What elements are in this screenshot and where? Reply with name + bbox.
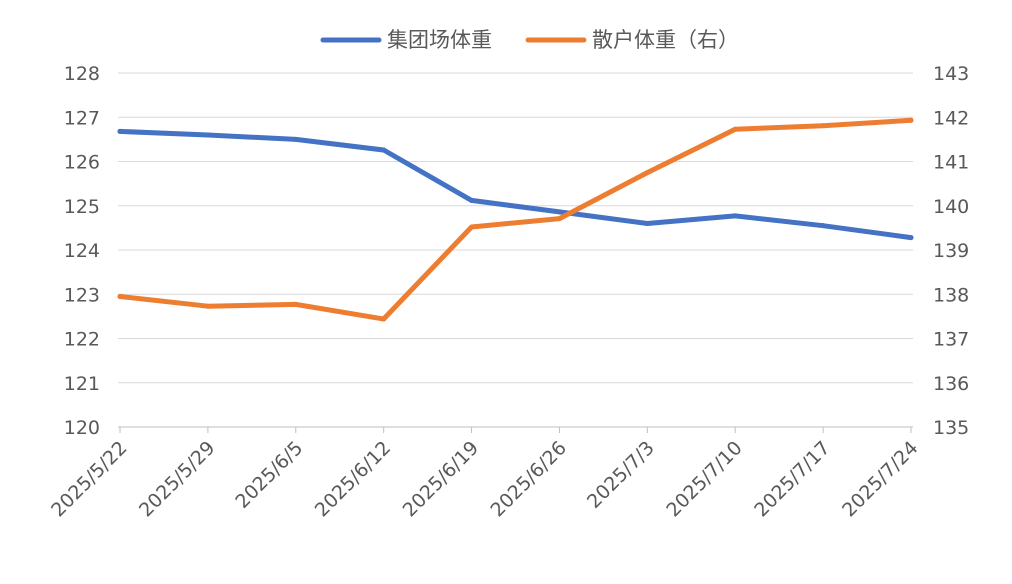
left-y-tick-label: 123 — [64, 284, 100, 306]
left-y-tick-label: 128 — [64, 63, 100, 85]
x-tick-label: 2025/6/19 — [399, 437, 483, 521]
series-2-point — [205, 303, 211, 309]
x-tick-label: 2025/6/5 — [231, 437, 307, 513]
series-2-point — [293, 301, 299, 307]
series-2-point — [644, 170, 650, 176]
series-line-1 — [117, 128, 914, 241]
x-tick-label: 2025/7/3 — [583, 437, 659, 513]
series-1-point — [732, 213, 738, 219]
series-lines — [117, 117, 914, 322]
right-y-tick-label: 137 — [933, 329, 969, 351]
x-tick-label: 2025/5/22 — [47, 437, 131, 521]
right-y-tick-label: 141 — [933, 152, 969, 174]
right-y-tick-label: 140 — [933, 196, 969, 218]
right-y-tick-label: 139 — [933, 240, 969, 262]
x-tick-label: 2025/6/26 — [487, 437, 571, 521]
left-y-tick-label: 125 — [64, 196, 100, 218]
left-y-tick-label: 121 — [64, 373, 100, 395]
right-y-axis: 135 136 137 138 139 140 141 142 143 — [933, 63, 969, 439]
series-2-point — [556, 216, 562, 222]
left-y-tick-label: 124 — [64, 240, 100, 262]
x-tick-label: 2025/7/24 — [838, 437, 922, 521]
legend: 集团场体重 散户体重（右） — [320, 28, 739, 52]
x-axis-labels: 2025/5/22 2025/5/29 2025/6/5 2025/6/12 2025/… — [47, 437, 922, 521]
series-2-point — [908, 117, 914, 123]
series-1-point — [820, 223, 826, 229]
left-y-axis: 120 121 122 123 124 125 126 127 128 — [64, 63, 100, 439]
left-y-tick-label: 126 — [64, 152, 100, 174]
right-y-tick-label: 142 — [933, 107, 969, 129]
series-line-2 — [117, 117, 914, 322]
series-1-point — [293, 136, 299, 142]
right-y-tick-label: 143 — [933, 63, 969, 85]
series-2-point — [117, 293, 123, 299]
right-y-tick-label: 138 — [933, 284, 969, 306]
series-1-point — [469, 197, 475, 203]
x-tick-label: 2025/6/12 — [311, 437, 395, 521]
left-y-tick-label: 120 — [64, 417, 100, 439]
series-1-point — [205, 132, 211, 138]
x-tick-label: 2025/7/10 — [662, 437, 746, 521]
left-y-tick-label: 127 — [64, 107, 100, 129]
series-2-point — [820, 123, 826, 129]
series-2-point — [469, 224, 475, 230]
series-1-point — [908, 235, 914, 241]
series-1-point — [381, 147, 387, 153]
right-y-tick-label: 136 — [933, 373, 969, 395]
series-1-point — [117, 128, 123, 134]
x-tick-label: 2025/7/17 — [750, 437, 834, 521]
series-1-point — [644, 220, 650, 226]
series-1-point — [556, 209, 562, 215]
x-tick-label: 2025/5/29 — [135, 437, 219, 521]
x-axis — [118, 426, 913, 433]
right-y-tick-label: 135 — [933, 417, 969, 439]
left-y-tick-label: 122 — [64, 329, 100, 351]
series-2-point — [732, 126, 738, 132]
legend-label: 集团场体重 — [387, 28, 492, 52]
gridlines — [118, 72, 913, 384]
series-2-point — [381, 316, 387, 322]
legend-label: 散户体重（右） — [592, 28, 739, 52]
